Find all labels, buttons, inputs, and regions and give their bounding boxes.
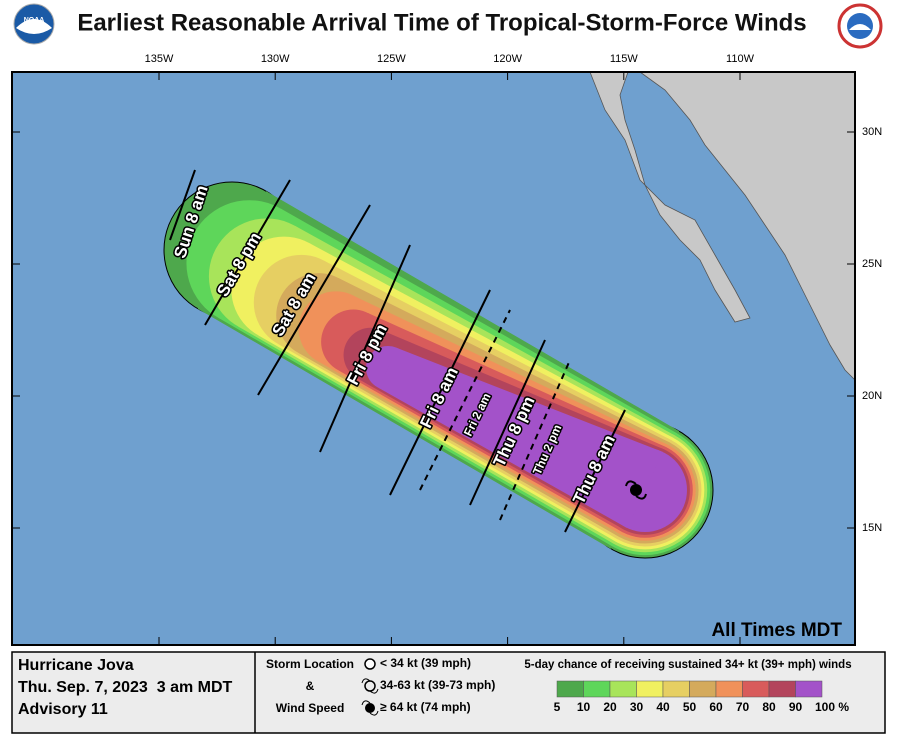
symbol-icons — [361, 658, 379, 716]
latitude-label: 30N — [862, 126, 882, 138]
scale-label: 80 — [762, 700, 776, 714]
svg-text:NOAA: NOAA — [24, 17, 45, 24]
footer: Hurricane Jova Thu. Sep. 7, 2023 3 am MD… — [11, 651, 886, 734]
arrival-line — [319, 244, 411, 453]
scale-swatch — [662, 680, 690, 698]
scale-label: 60 — [709, 700, 723, 714]
arrival-line — [257, 204, 371, 396]
legend-title: & — [306, 679, 315, 693]
scale-swatch — [583, 680, 611, 698]
arrival-line — [564, 409, 626, 533]
noaa-logo: NOAA — [13, 3, 55, 45]
legend-entry: ≥ 64 kt (74 mph) — [380, 700, 471, 714]
latitude-label: 20N — [862, 390, 882, 402]
arrival-line — [469, 339, 546, 506]
legend-entry: 34-63 kt (39-73 mph) — [380, 678, 495, 692]
nws-logo — [837, 3, 883, 49]
map-frame — [11, 71, 856, 646]
scale-label: 30 — [630, 700, 644, 714]
scale-label: 40 — [656, 700, 670, 714]
longitude-label: 115W — [610, 53, 639, 65]
storm-symbol — [625, 480, 647, 500]
scale-label: 5 — [554, 700, 561, 714]
mainland-mexico — [638, 71, 856, 381]
arrival-line — [169, 169, 196, 241]
latitude-label: 15N — [862, 522, 882, 534]
longitude-label: 110W — [726, 53, 755, 65]
title: Earliest Reasonable Arrival Time of Trop… — [77, 9, 806, 36]
longitude-label: 135W — [145, 53, 174, 65]
advisory-number: Advisory 11 — [18, 701, 108, 718]
scale-swatch — [689, 680, 717, 698]
scale-label: 70 — [736, 700, 750, 714]
legend-entry: < 34 kt (39 mph) — [380, 656, 471, 670]
scale-swatch — [768, 680, 796, 698]
scale-label: 50 — [683, 700, 697, 714]
time-zone-note: All Times MDT — [711, 620, 842, 641]
arrival-line — [204, 179, 291, 326]
longitude-label: 120W — [493, 53, 522, 65]
scale-swatch — [742, 680, 770, 698]
scale-label: 100 % — [815, 700, 849, 714]
scale-swatch — [556, 680, 584, 698]
legend-title: Storm Location — [266, 657, 354, 671]
scale-label: 10 — [577, 700, 591, 714]
arrival-line — [389, 289, 491, 496]
scale-title: 5-day chance of receiving sustained 34+ … — [524, 659, 851, 671]
longitude-label: 125W — [377, 53, 406, 65]
arrival-line — [499, 359, 571, 521]
probability-band — [366, 346, 687, 532]
scale-swatch — [795, 680, 823, 698]
scale-swatch — [715, 680, 743, 698]
advisory-date: Thu. Sep. 7, 2023 3 am MDT — [18, 679, 233, 696]
scale-label: 20 — [603, 700, 617, 714]
baja-california — [589, 71, 751, 323]
storm-name: Hurricane Jova — [18, 657, 134, 674]
longitude-label: 130W — [261, 53, 290, 65]
arrival-line — [419, 309, 511, 491]
legend-title: Wind Speed — [276, 701, 345, 715]
scale-swatch — [636, 680, 664, 698]
probability-swath — [163, 181, 714, 559]
scale-label: 90 — [789, 700, 803, 714]
scale-swatch — [609, 680, 637, 698]
latitude-label: 25N — [862, 258, 882, 270]
band-body — [378, 348, 664, 528]
